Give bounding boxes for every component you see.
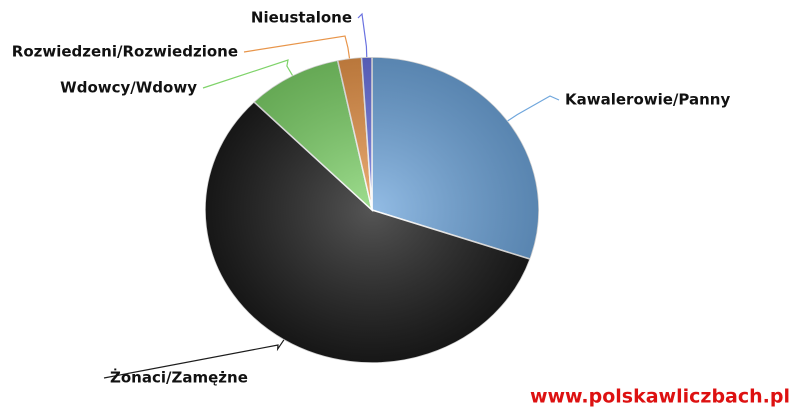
leader-line (357, 12, 368, 58)
watermark: www.polskawliczbach.pl (530, 386, 790, 408)
leader-line (507, 95, 560, 122)
slice-label: Rozwiedzeni/Rozwiedzione (12, 43, 238, 61)
slice-label: Wdowcy/Wdowy (60, 79, 197, 97)
leader-line (243, 35, 351, 59)
leader-line (202, 59, 293, 89)
slice-label: Nieustalone (251, 9, 352, 27)
leader-line (103, 339, 285, 379)
slice-label: Kawalerowie/Panny (565, 91, 730, 109)
pie (204, 56, 540, 364)
slice-label: Żonaci/Zamężne (110, 368, 248, 387)
